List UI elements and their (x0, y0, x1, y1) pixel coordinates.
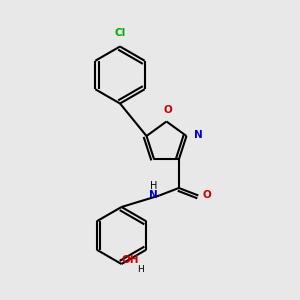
Text: O: O (203, 190, 212, 200)
Text: H: H (151, 181, 158, 191)
Text: OH: OH (121, 255, 139, 265)
Text: H: H (137, 266, 144, 274)
Text: N: N (194, 130, 203, 140)
Text: Cl: Cl (114, 28, 126, 38)
Text: O: O (164, 105, 172, 115)
Text: N: N (149, 190, 158, 200)
